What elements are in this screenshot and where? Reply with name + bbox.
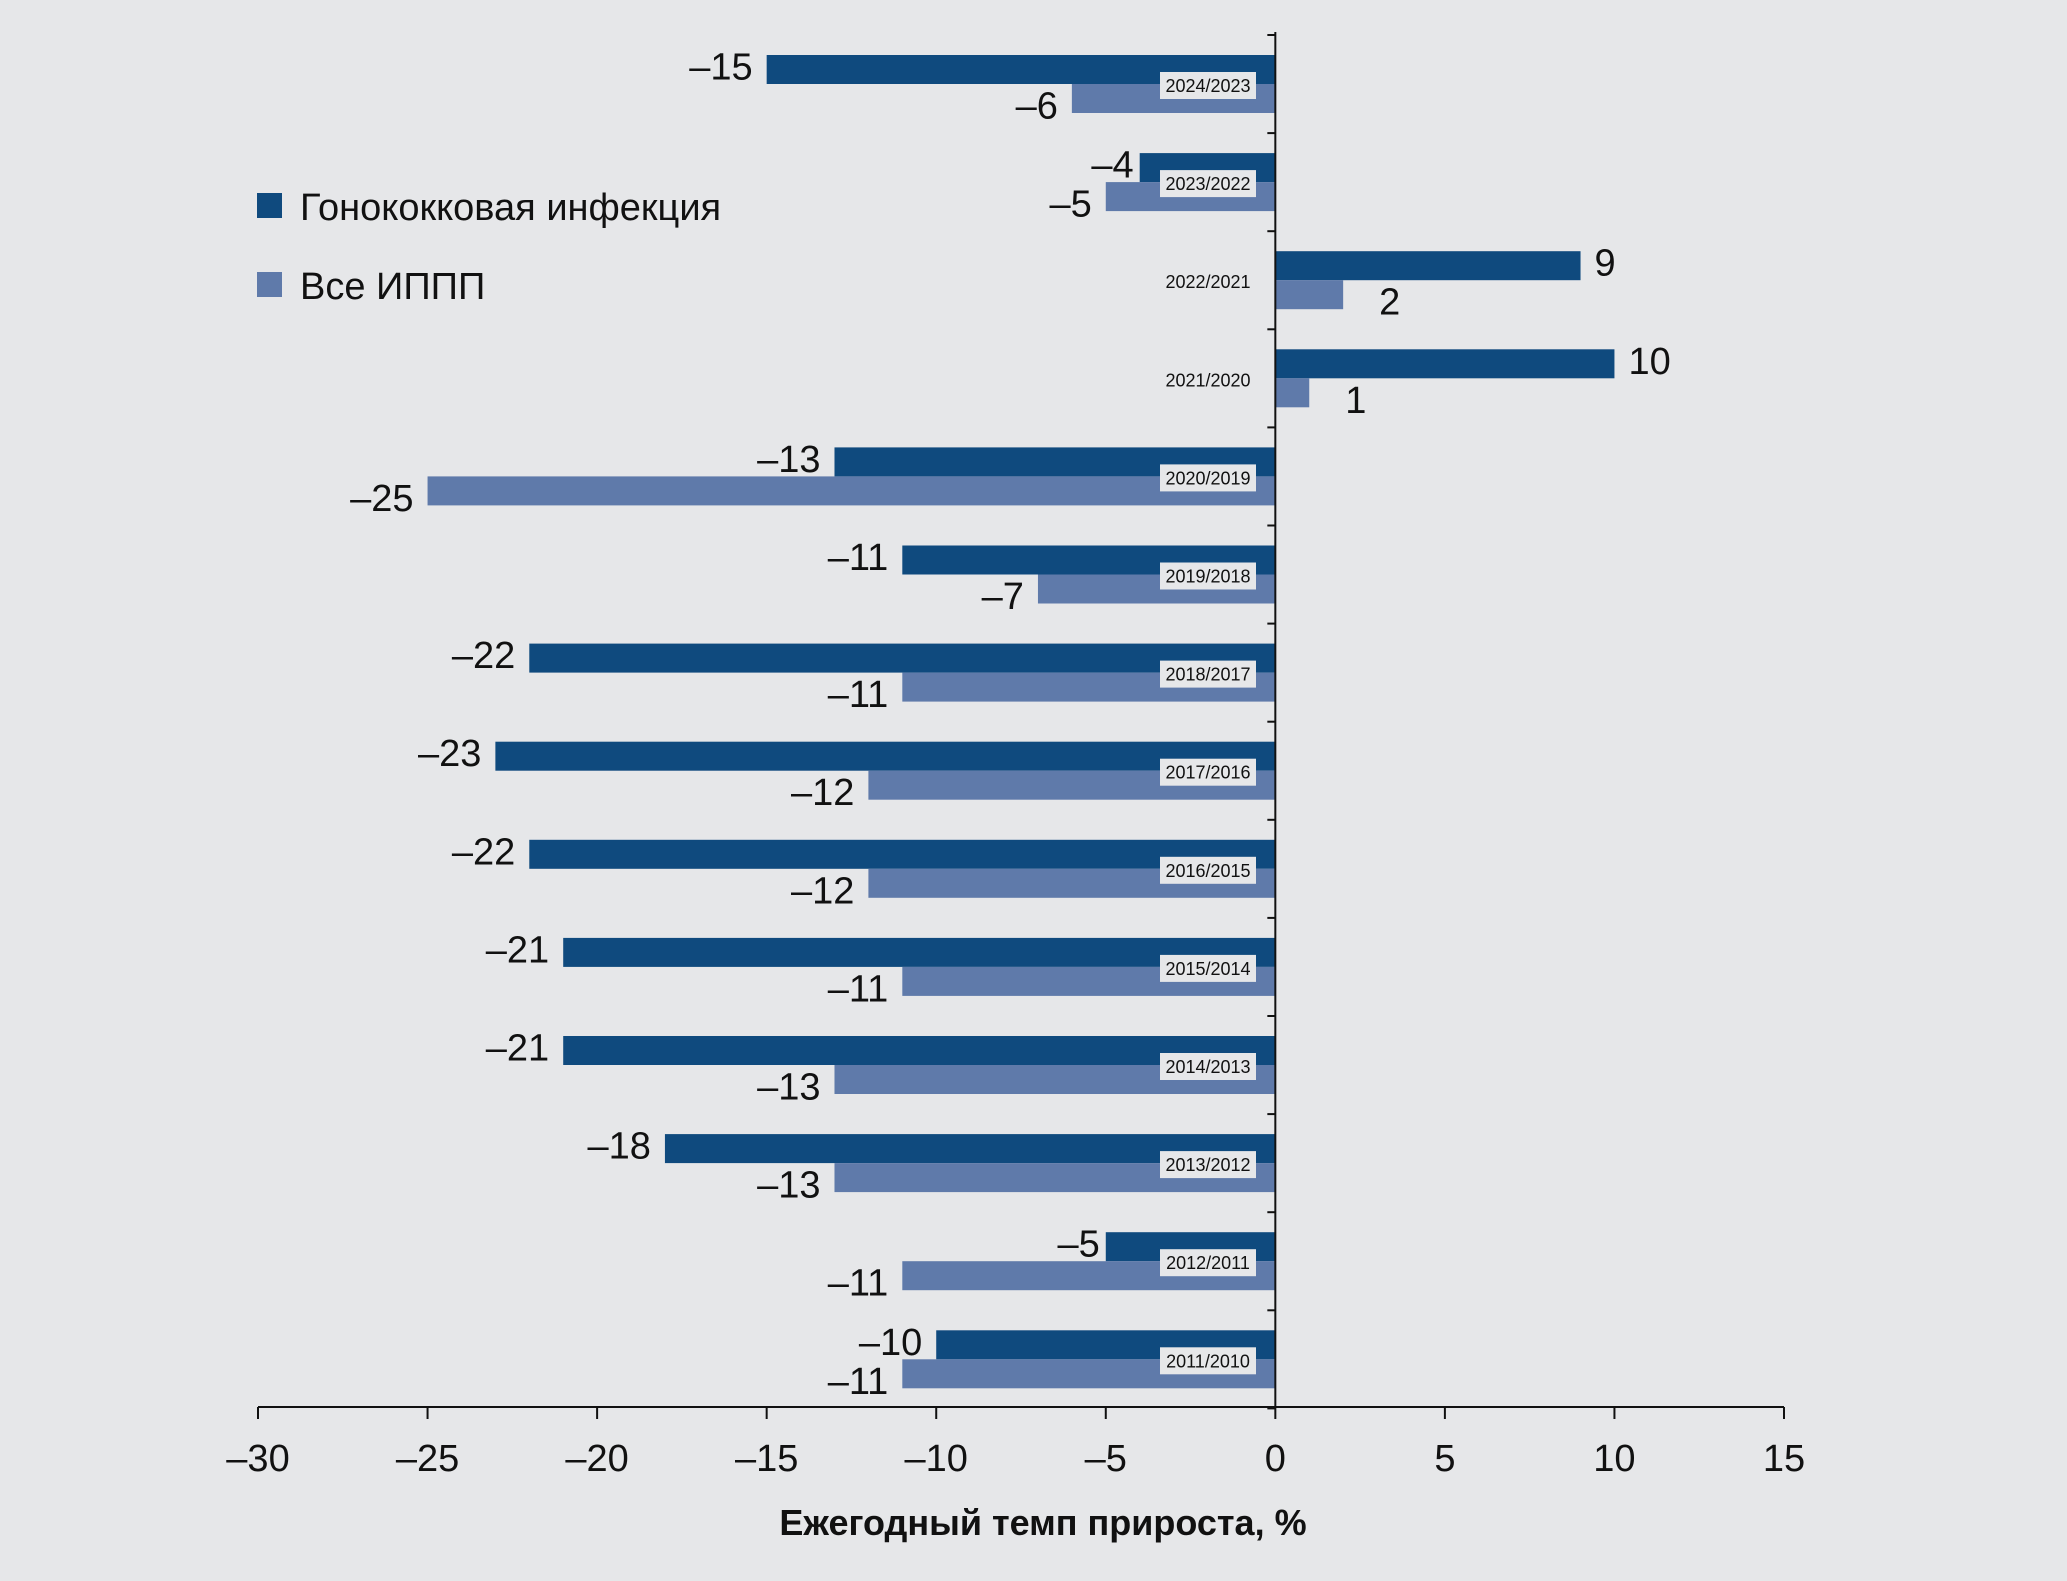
category-label: 2023/2022 (1165, 174, 1250, 194)
legend-swatch-gonococcal (257, 193, 282, 218)
category-label-box (1160, 954, 1256, 982)
x-tick-label: 0 (1265, 1438, 1286, 1480)
value-label: –13 (757, 1067, 820, 1109)
value-label: –12 (791, 870, 854, 912)
x-tick-label: 5 (1434, 1438, 1455, 1480)
value-label: –21 (486, 929, 549, 971)
x-tick-label: –10 (905, 1438, 968, 1480)
category-label: 2016/2015 (1165, 861, 1250, 881)
bar-all-sti-2020-2019 (427, 476, 1276, 506)
value-label: –10 (859, 1322, 922, 1364)
bar-all-sti-2022-2021 (1275, 280, 1344, 310)
value-label: 9 (1595, 243, 1616, 285)
bar-gonococcal-2021-2020 (1275, 349, 1615, 379)
legend: Гонококковая инфекция Все ИППП (257, 187, 721, 308)
category-label-box (1160, 1151, 1256, 1179)
value-label: –11 (828, 537, 889, 579)
category-label: 2022/2021 (1165, 272, 1250, 292)
x-tick-label: –15 (735, 1438, 798, 1480)
bar-gonococcal-2015-2014 (563, 937, 1276, 967)
value-label: –18 (588, 1126, 651, 1168)
x-tick-label: –25 (396, 1438, 459, 1480)
value-label: –6 (1016, 86, 1058, 128)
category-label: 2015/2014 (1165, 959, 1250, 979)
bar-gonococcal-2018-2017 (529, 643, 1276, 673)
category-label: 2011/2010 (1166, 1351, 1250, 1371)
category-label-box (1160, 464, 1256, 492)
category-label-box (1160, 856, 1256, 884)
category-label-box (1160, 660, 1256, 688)
category-label-box (1160, 1347, 1256, 1375)
category-label: 2020/2019 (1165, 468, 1250, 488)
category-label: 2017/2016 (1165, 763, 1250, 783)
category-label-box (1160, 1249, 1256, 1277)
category-label: 2013/2012 (1165, 1155, 1250, 1175)
legend-swatch-all-sti (257, 272, 282, 297)
value-label: –13 (757, 1165, 820, 1207)
x-tick-label: –30 (226, 1438, 289, 1480)
value-labels-layer: –15–6–4–592101–13–25–11–7–22–11–23–12–22… (350, 47, 1671, 1403)
category-label-box (1160, 72, 1256, 99)
category-label: 2024/2023 (1165, 76, 1250, 96)
category-label: 2012/2011 (1166, 1253, 1250, 1273)
value-label: –4 (1091, 145, 1133, 187)
value-label: 1 (1345, 380, 1366, 422)
category-label-box (1160, 1053, 1256, 1080)
value-label: –11 (828, 674, 889, 716)
value-label: –25 (350, 478, 413, 520)
category-labels-layer: 2024/2023 2023/2022 2022/2021 2021/2020 2020… (1160, 72, 1256, 1375)
value-label: –22 (452, 635, 515, 677)
x-tick-label: 10 (1593, 1438, 1635, 1480)
value-label: –5 (1049, 184, 1091, 226)
value-label: –21 (486, 1028, 549, 1070)
bar-gonococcal-2017-2016 (495, 741, 1276, 771)
value-label: –11 (828, 968, 889, 1010)
x-tick-label: –5 (1085, 1438, 1127, 1480)
value-label: 10 (1628, 341, 1670, 383)
category-label-box (1160, 562, 1256, 590)
value-label: 2 (1379, 282, 1400, 324)
value-label: –12 (791, 772, 854, 814)
bar-gonococcal-2014-2013 (563, 1036, 1276, 1065)
category-label-box (1160, 758, 1256, 786)
value-label: –22 (452, 831, 515, 873)
value-label: –5 (1057, 1224, 1099, 1266)
category-label-box (1160, 170, 1256, 198)
value-label: –13 (757, 439, 820, 481)
bar-gonococcal-2022-2021 (1275, 251, 1581, 281)
category-label: 2021/2020 (1165, 370, 1250, 390)
value-label: –11 (828, 1361, 889, 1403)
bar-all-sti-2021-2020 (1275, 378, 1310, 408)
legend-label-gonococcal: Гонококковая инфекция (300, 187, 721, 229)
category-label: 2019/2018 (1165, 567, 1250, 587)
bar-gonococcal-2016-2015 (529, 839, 1276, 869)
axes-layer: –30 –25 –20 –15 –10 –5 0 5 10 15 (226, 32, 1805, 1480)
value-label: –15 (689, 47, 752, 89)
value-label: –11 (828, 1263, 889, 1305)
x-tick-label: 15 (1763, 1438, 1805, 1480)
category-label: 2018/2017 (1165, 665, 1250, 685)
category-label: 2014/2013 (1165, 1057, 1250, 1077)
x-tick-label: –20 (565, 1438, 628, 1480)
value-label: –23 (418, 733, 481, 775)
value-label: –7 (982, 576, 1024, 618)
x-axis-title: Ежегодный темп прироста, % (779, 1502, 1306, 1543)
legend-label-all-sti: Все ИППП (300, 266, 485, 308)
